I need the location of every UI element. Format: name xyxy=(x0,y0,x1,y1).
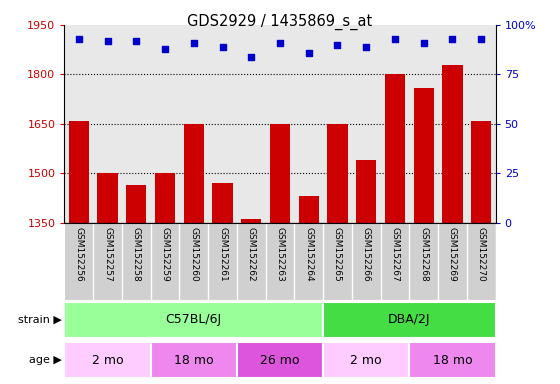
Text: GSM152269: GSM152269 xyxy=(448,227,457,281)
Bar xyxy=(409,342,496,378)
Bar xyxy=(270,124,290,223)
Bar xyxy=(414,88,434,223)
Bar xyxy=(212,183,232,223)
Bar xyxy=(471,121,491,223)
Text: C57BL/6J: C57BL/6J xyxy=(166,313,222,326)
Point xyxy=(161,46,170,52)
Text: 18 mo: 18 mo xyxy=(174,354,213,366)
Point xyxy=(218,44,227,50)
Point xyxy=(74,36,83,42)
Text: GSM152263: GSM152263 xyxy=(276,227,284,281)
Bar xyxy=(328,124,348,223)
Bar xyxy=(151,342,237,378)
Text: 18 mo: 18 mo xyxy=(433,354,472,366)
Point xyxy=(477,36,486,42)
Text: GSM152267: GSM152267 xyxy=(390,227,399,281)
Text: GSM152256: GSM152256 xyxy=(74,227,83,281)
Bar xyxy=(97,173,118,223)
Text: GSM152264: GSM152264 xyxy=(304,227,313,281)
Text: GSM152265: GSM152265 xyxy=(333,227,342,281)
Point xyxy=(276,40,284,46)
Point xyxy=(419,40,428,46)
Text: GSM152268: GSM152268 xyxy=(419,227,428,281)
Bar xyxy=(298,196,319,223)
Text: GSM152270: GSM152270 xyxy=(477,227,486,281)
Point xyxy=(103,38,112,44)
Bar xyxy=(237,342,323,378)
Bar xyxy=(323,342,409,378)
Bar xyxy=(385,74,405,223)
Point xyxy=(362,44,371,50)
Text: strain ▶: strain ▶ xyxy=(18,314,62,325)
Bar xyxy=(64,342,151,378)
Bar xyxy=(155,173,175,223)
Bar xyxy=(241,219,262,223)
Text: GSM152261: GSM152261 xyxy=(218,227,227,281)
Point xyxy=(333,42,342,48)
Text: GSM152266: GSM152266 xyxy=(362,227,371,281)
Bar xyxy=(126,185,146,223)
Text: 2 mo: 2 mo xyxy=(92,354,123,366)
Text: GSM152260: GSM152260 xyxy=(189,227,198,281)
Text: GSM152258: GSM152258 xyxy=(132,227,141,281)
Point xyxy=(390,36,399,42)
Point xyxy=(132,38,141,44)
Bar xyxy=(69,121,89,223)
Text: GDS2929 / 1435869_s_at: GDS2929 / 1435869_s_at xyxy=(188,13,372,30)
Bar xyxy=(64,301,323,338)
Point xyxy=(247,53,256,60)
Text: GSM152257: GSM152257 xyxy=(103,227,112,281)
Text: 26 mo: 26 mo xyxy=(260,354,300,366)
Point xyxy=(304,50,313,56)
Bar xyxy=(184,124,204,223)
Bar xyxy=(356,160,376,223)
Point xyxy=(189,40,198,46)
Point xyxy=(448,36,457,42)
Bar xyxy=(442,65,463,223)
Bar xyxy=(323,301,496,338)
Text: GSM152262: GSM152262 xyxy=(247,227,256,281)
Text: age ▶: age ▶ xyxy=(29,355,62,365)
Text: GSM152259: GSM152259 xyxy=(161,227,170,281)
Text: 2 mo: 2 mo xyxy=(351,354,382,366)
Text: DBA/2J: DBA/2J xyxy=(388,313,431,326)
